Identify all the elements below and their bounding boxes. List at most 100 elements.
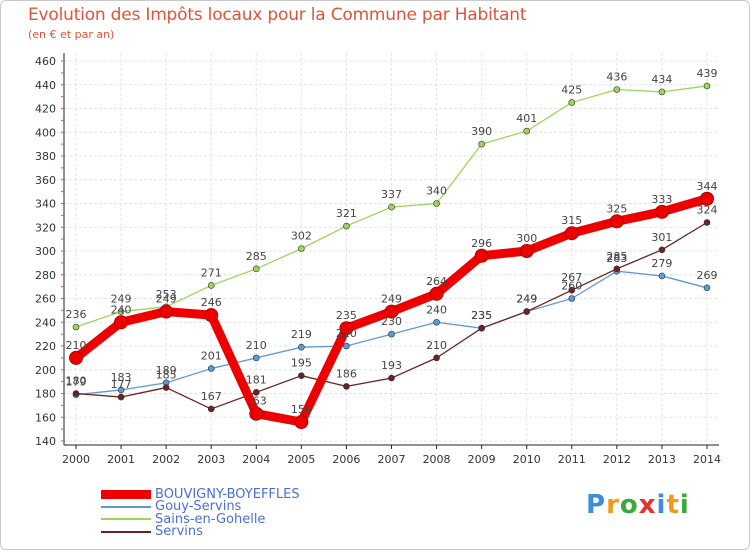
- data-label-bouvigny-boyeffles: 315: [561, 214, 582, 227]
- data-point-bouvigny-boyeffles: [564, 226, 579, 241]
- logo-letter: x: [638, 490, 657, 520]
- proxiti-logo: Proxiti: [586, 490, 690, 520]
- data-point-sains-en-gohelle: [117, 308, 125, 315]
- data-label-servins: 267: [561, 271, 582, 284]
- data-point-servins: [298, 372, 305, 379]
- data-point-servins: [162, 384, 170, 391]
- y-tick-label: 320: [35, 221, 56, 234]
- data-point-sains-en-gohelle: [433, 200, 440, 207]
- data-label-servins: 195: [291, 357, 312, 370]
- y-tick-label: 260: [35, 293, 56, 306]
- y-tick-label: 440: [35, 79, 56, 92]
- x-tick-label: 2000: [62, 453, 90, 466]
- data-point-gouy-servins: [658, 272, 666, 280]
- data-label-bouvigny-boyeffles: 296: [471, 237, 492, 250]
- data-point-servins: [658, 246, 666, 254]
- data-label-sains-en-gohelle: 249: [111, 293, 132, 306]
- y-tick-label: 380: [35, 150, 56, 163]
- data-label-bouvigny-boyeffles: 210: [66, 339, 87, 352]
- data-label-gouy-servins: 249: [516, 293, 537, 306]
- data-label-gouy-servins: 230: [381, 315, 402, 328]
- data-label-servins: 193: [381, 359, 402, 372]
- data-point-servins: [343, 383, 350, 390]
- x-tick-label: 2012: [603, 453, 631, 466]
- data-point-sains-en-gohelle: [478, 140, 485, 148]
- data-label-sains-en-gohelle: 253: [156, 288, 177, 301]
- data-point-servins: [613, 265, 621, 273]
- data-point-bouvigny-boyeffles: [294, 415, 309, 429]
- y-tick-label: 200: [35, 364, 56, 377]
- data-point-servins: [568, 286, 576, 294]
- data-point-gouy-servins: [703, 284, 711, 292]
- data-label-servins: 177: [111, 378, 132, 391]
- data-point-gouy-servins: [298, 343, 305, 351]
- y-tick-label: 300: [35, 245, 56, 258]
- data-point-servins: [252, 389, 260, 396]
- data-label-sains-en-gohelle: 401: [516, 112, 537, 125]
- data-point-servins: [478, 324, 485, 332]
- logo-letter: r: [606, 490, 620, 520]
- data-point-bouvigny-boyeffles: [384, 304, 399, 319]
- x-tick-label: 2007: [378, 453, 406, 466]
- data-point-gouy-servins: [343, 342, 350, 350]
- data-label-bouvigny-boyeffles: 344: [697, 180, 718, 193]
- data-label-servins: 167: [201, 390, 222, 403]
- data-label-bouvigny-boyeffles: 325: [606, 202, 627, 215]
- data-label-servins: 285: [606, 250, 627, 263]
- data-label-sains-en-gohelle: 425: [561, 84, 582, 97]
- data-label-bouvigny-boyeffles: 264: [426, 275, 447, 288]
- x-tick-label: 2009: [468, 453, 496, 466]
- data-point-bouvigny-boyeffles: [654, 204, 669, 219]
- data-point-sains-en-gohelle: [703, 82, 711, 90]
- chart-legend: BOUVIGNY-BOYEFFLES Gouy-Servins Sains-en-G…: [101, 488, 300, 538]
- y-tick-label: 340: [35, 198, 56, 211]
- data-point-sains-en-gohelle: [388, 203, 395, 211]
- x-tick-label: 2006: [332, 453, 360, 466]
- y-tick-label: 180: [35, 388, 56, 401]
- data-point-bouvigny-boyeffles: [339, 321, 354, 336]
- x-tick-label: 2014: [693, 453, 721, 466]
- data-point-sains-en-gohelle: [523, 127, 531, 135]
- data-label-sains-en-gohelle: 436: [606, 71, 627, 84]
- data-label-gouy-servins: 235: [471, 309, 492, 322]
- data-point-bouvigny-boyeffles: [519, 244, 534, 258]
- data-label-sains-en-gohelle: 439: [697, 67, 718, 80]
- data-point-sains-en-gohelle: [613, 86, 621, 93]
- data-label-sains-en-gohelle: 434: [651, 73, 672, 86]
- data-label-sains-en-gohelle: 285: [246, 250, 267, 263]
- data-point-gouy-servins: [207, 365, 215, 372]
- data-point-gouy-servins: [252, 354, 260, 362]
- legend-item-gouy-servins: Gouy-Servins: [101, 500, 300, 513]
- data-point-servins: [117, 393, 125, 401]
- data-label-bouvigny-boyeffles: 240: [111, 303, 132, 316]
- data-point-bouvigny-boyeffles: [159, 304, 174, 319]
- data-point-sains-en-gohelle: [252, 265, 260, 273]
- y-tick-label: 460: [35, 55, 56, 68]
- y-tick-label: 280: [35, 269, 56, 282]
- data-point-sains-en-gohelle: [207, 282, 215, 289]
- x-tick-label: 2001: [107, 453, 135, 466]
- x-tick-label: 2003: [197, 453, 225, 466]
- data-label-bouvigny-boyeffles: 235: [336, 309, 357, 322]
- logo-letter: o: [619, 490, 639, 520]
- data-label-bouvigny-boyeffles: 333: [651, 193, 672, 206]
- y-tick-label: 220: [35, 340, 56, 353]
- y-tick-label: 360: [35, 174, 56, 187]
- data-label-sains-en-gohelle: 236: [66, 308, 87, 321]
- data-point-bouvigny-boyeffles: [474, 248, 489, 263]
- data-label-servins: 235: [471, 309, 492, 322]
- data-point-servins: [703, 219, 711, 226]
- y-tick-label: 420: [35, 103, 56, 116]
- legend-label: BOUVIGNY-BOYEFFLES: [155, 486, 300, 502]
- data-point-gouy-servins: [568, 295, 576, 302]
- data-point-servins: [523, 308, 531, 315]
- legend-swatch: [101, 505, 151, 508]
- data-point-bouvigny-boyeffles: [114, 315, 129, 330]
- y-tick-label: 140: [35, 435, 56, 448]
- data-point-bouvigny-boyeffles: [249, 406, 264, 421]
- y-tick-label: 240: [35, 316, 56, 329]
- x-tick-label: 2004: [242, 453, 270, 466]
- legend-item-servins: Servins: [101, 525, 300, 538]
- x-tick-label: 2013: [648, 453, 676, 466]
- data-point-servins: [433, 354, 440, 362]
